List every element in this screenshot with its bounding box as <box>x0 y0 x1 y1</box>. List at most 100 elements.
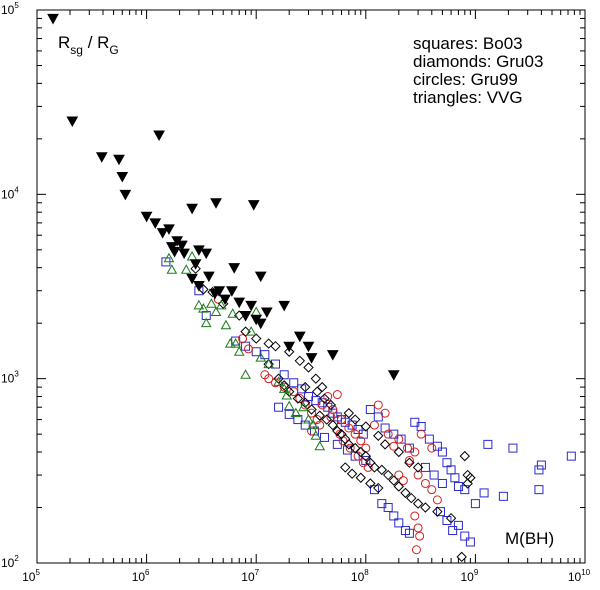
circle-marker <box>420 478 430 488</box>
triangle-up-marker <box>263 358 275 369</box>
triangle-down-marker <box>254 318 267 330</box>
diamond-marker <box>400 487 411 499</box>
diamond-marker <box>432 506 443 517</box>
square-marker <box>435 507 445 517</box>
legend-line-4: triangles: VVG <box>413 88 523 107</box>
square-marker <box>309 426 319 436</box>
data-points <box>47 13 576 563</box>
triangle-down-marker <box>260 307 273 319</box>
diamond-marker <box>459 450 470 462</box>
circle-marker <box>300 400 310 410</box>
circle-marker <box>413 523 423 533</box>
triangle-down-marker <box>239 311 252 322</box>
circle-marker <box>427 485 437 495</box>
square-marker <box>534 485 544 495</box>
triangle-up-marker <box>273 376 284 386</box>
diamond-marker <box>340 433 351 445</box>
square-marker <box>369 485 379 495</box>
triangle-up-marker <box>227 308 239 318</box>
triangle-down-marker <box>213 286 226 297</box>
circle-marker <box>398 476 408 486</box>
circle-marker <box>295 394 305 404</box>
diamond-marker <box>327 419 339 431</box>
triangle-down-marker <box>283 341 296 353</box>
circle-marker <box>394 470 404 480</box>
square-marker <box>293 415 303 425</box>
square-marker <box>311 396 321 406</box>
x-tick-label: 105 <box>22 568 40 584</box>
plot-frame <box>36 9 586 564</box>
triangle-up-marker <box>245 326 257 336</box>
triangle-down-marker <box>228 263 241 274</box>
triangle-up-marker <box>310 430 322 440</box>
circle-marker <box>361 443 371 453</box>
triangle-up-marker <box>250 306 262 316</box>
square-marker <box>353 424 363 434</box>
circle-marker <box>363 462 373 472</box>
square-marker <box>289 378 299 388</box>
triangle-up-marker <box>303 414 314 424</box>
diamond-marker <box>355 472 366 483</box>
square-marker <box>380 423 390 433</box>
diamond-marker <box>325 399 337 411</box>
circle-marker <box>350 429 360 439</box>
square-marker <box>498 491 508 501</box>
triangle-down-marker <box>233 297 246 309</box>
triangle-up-marker <box>290 407 302 418</box>
triangle-down-marker <box>247 200 260 211</box>
triangle-up-marker <box>224 338 236 348</box>
square-marker <box>536 460 546 470</box>
triangle-up-marker <box>215 299 227 310</box>
diamond-marker <box>360 421 372 432</box>
circle-marker <box>323 392 333 402</box>
triangle-down-marker <box>305 353 318 364</box>
square-marker <box>437 478 447 488</box>
circle-marker <box>289 387 299 397</box>
x-tick-label: 109 <box>460 568 478 584</box>
square-marker <box>284 409 294 419</box>
y-tick-label: 102 <box>1 554 19 570</box>
y-tick-label: 103 <box>1 370 19 386</box>
triangle-up-marker <box>180 264 192 274</box>
diamond-marker <box>373 430 384 441</box>
triangle-up-marker <box>200 317 212 328</box>
triangle-up-marker <box>255 352 267 362</box>
triangle-up-marker <box>278 383 290 393</box>
triangle-down-marker <box>119 189 132 201</box>
square-marker <box>470 499 480 509</box>
square-marker <box>448 526 458 536</box>
triangle-down-marker <box>176 240 188 252</box>
diamond-marker <box>240 326 251 337</box>
triangle-down-marker <box>116 171 129 183</box>
triangle-up-marker <box>198 303 209 313</box>
triangle-down-marker <box>193 281 205 292</box>
triangle-down-marker <box>153 130 165 141</box>
square-marker <box>404 528 414 538</box>
triangle-down-marker <box>113 154 125 166</box>
square-marker <box>420 462 430 472</box>
diamond-marker <box>382 469 394 481</box>
diamond-marker <box>404 457 415 468</box>
square-marker <box>389 429 399 439</box>
square-marker <box>453 482 463 492</box>
triangle-down-marker <box>278 300 291 312</box>
triangle-down-marker <box>140 211 153 223</box>
triangle-down-marker <box>387 370 400 381</box>
triangle-up-marker <box>233 346 245 356</box>
square-marker <box>251 347 261 357</box>
circle-marker <box>312 415 322 425</box>
diamond-marker <box>300 381 311 393</box>
triangle-down-marker <box>178 248 190 260</box>
diamond-marker <box>273 373 284 384</box>
diamond-marker <box>462 469 473 481</box>
diamond-marker <box>346 468 358 479</box>
diamond-marker <box>412 498 424 509</box>
circle-marker <box>345 443 355 453</box>
triangle-up-marker <box>298 401 309 412</box>
x-tick-label: 108 <box>351 568 369 584</box>
circle-marker <box>416 429 426 439</box>
square-marker <box>260 350 270 360</box>
diamond-marker <box>462 478 473 489</box>
circle-marker <box>326 412 336 422</box>
